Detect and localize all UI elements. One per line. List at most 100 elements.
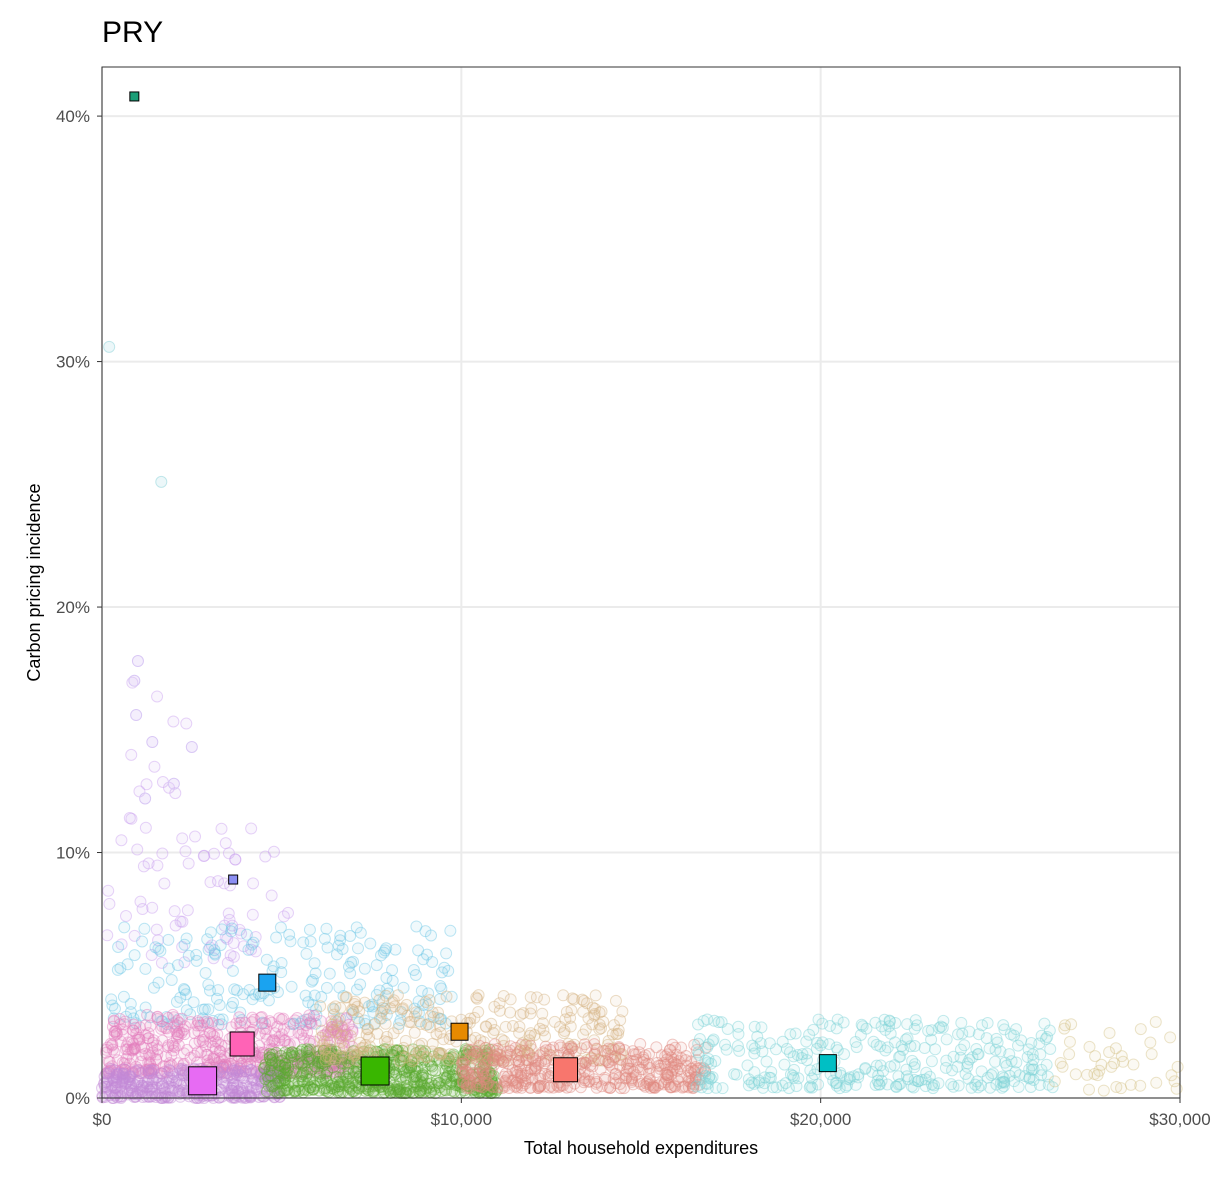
group-mean-marker [229, 1031, 255, 1057]
household-point [155, 475, 168, 488]
household-point [325, 1023, 338, 1036]
household-point [150, 1081, 163, 1094]
household-point [138, 922, 151, 935]
x-tick-label: $30,000 [1149, 1110, 1210, 1129]
household-point [142, 1067, 155, 1080]
household-point [220, 1079, 233, 1092]
household-point [145, 948, 158, 961]
household-point [166, 1084, 179, 1097]
household-point [171, 1028, 184, 1041]
household-point [232, 1064, 245, 1077]
household-point [111, 1054, 124, 1067]
household-point [110, 1027, 123, 1040]
household-point [144, 1020, 157, 1033]
household-point [393, 1017, 406, 1030]
household-point [251, 1051, 264, 1064]
household-point [213, 999, 226, 1012]
household-point [123, 1057, 136, 1070]
household-point [177, 1057, 190, 1070]
household-point [1012, 1039, 1025, 1052]
household-point [133, 1033, 146, 1046]
household-point [177, 1069, 190, 1082]
household-point [159, 1060, 172, 1073]
household-point [229, 853, 242, 866]
household-point [201, 933, 214, 946]
household-point [281, 1066, 294, 1079]
household-point [378, 1002, 391, 1015]
household-point [303, 1009, 316, 1022]
household-point [347, 955, 360, 968]
household-point [304, 1049, 317, 1062]
group-mean-marker [450, 1022, 469, 1041]
household-point [177, 983, 190, 996]
household-point [413, 1015, 426, 1028]
household-point [332, 1013, 345, 1026]
household-point [321, 1066, 334, 1079]
household-point [104, 1063, 117, 1076]
group-mean-marker [228, 874, 239, 885]
household-point [224, 949, 237, 962]
household-point [339, 1029, 352, 1042]
household-point [434, 1013, 447, 1026]
household-point [359, 1017, 372, 1030]
household-point [277, 1023, 290, 1036]
household-point [136, 1091, 149, 1104]
household-point [289, 1014, 302, 1027]
household-point [335, 1028, 348, 1041]
household-point [173, 1017, 186, 1030]
household-point [294, 1066, 307, 1079]
household-point [110, 1076, 123, 1089]
household-point [142, 1032, 155, 1045]
household-point [884, 1060, 897, 1073]
household-point [358, 962, 371, 975]
household-point [159, 1021, 172, 1034]
household-point [226, 1085, 239, 1098]
household-point [134, 1067, 147, 1080]
household-point [150, 1039, 163, 1052]
household-point [235, 1013, 248, 1026]
household-point [256, 1063, 269, 1076]
household-point [188, 1037, 201, 1050]
household-point [234, 1016, 247, 1029]
household-point [328, 1058, 341, 1071]
axis-ticks: $0 $10,000 $20,000 $30,000 0% 10% 20% 30% 40% [56, 107, 1211, 1129]
household-point [547, 1041, 560, 1054]
household-point [342, 1066, 355, 1079]
household-point [155, 1067, 168, 1080]
household-point [318, 1084, 331, 1097]
household-point [207, 1052, 220, 1065]
household-point [267, 1066, 280, 1079]
household-point [283, 1038, 296, 1051]
household-point [108, 1025, 121, 1038]
household-point [283, 1067, 296, 1080]
household-point [400, 998, 413, 1011]
household-point [167, 777, 180, 790]
household-point [208, 1051, 221, 1064]
household-point [142, 1064, 155, 1077]
household-point [127, 1024, 140, 1037]
household-point [309, 967, 322, 980]
household-point [716, 1082, 729, 1095]
household-point [307, 1064, 320, 1077]
household-point [410, 920, 423, 933]
household-point [220, 1060, 233, 1073]
household-point [266, 1081, 279, 1094]
household-point [212, 1036, 225, 1049]
household-point [139, 792, 152, 805]
household-point [270, 1072, 283, 1085]
household-point [382, 987, 395, 1000]
household-point [175, 1064, 188, 1077]
household-point [884, 1027, 897, 1040]
household-point [504, 993, 517, 1006]
household-point [126, 1044, 139, 1057]
household-point [336, 1036, 349, 1049]
household-point [106, 999, 119, 1012]
household-point [146, 1036, 159, 1049]
household-point [379, 1017, 392, 1030]
household-point [331, 1019, 344, 1032]
household-point [303, 1034, 316, 1047]
household-point [267, 1055, 280, 1068]
household-point [129, 1090, 142, 1103]
household-point [167, 715, 180, 728]
household-point [184, 1016, 197, 1029]
